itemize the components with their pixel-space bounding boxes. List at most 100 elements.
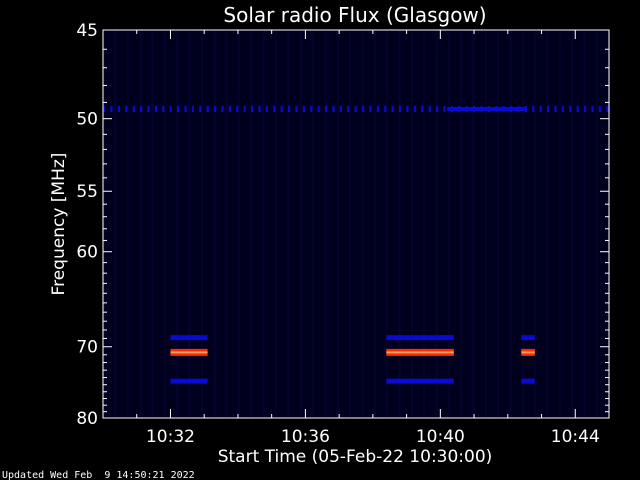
band-dot — [147, 105, 150, 112]
emission-segment-low — [170, 335, 208, 341]
background-streak — [164, 30, 166, 418]
band-dot — [310, 105, 313, 112]
band-dot — [258, 105, 261, 112]
background-streak — [522, 30, 524, 418]
band-dot — [576, 105, 579, 112]
band-dot — [251, 105, 254, 112]
background-streak — [275, 30, 277, 418]
band-dot — [369, 105, 372, 112]
band-dot — [199, 105, 202, 112]
background-streak — [472, 30, 474, 418]
x-tick-label: 10:44 — [551, 427, 600, 447]
emission-segment-low — [521, 335, 535, 341]
band-dot — [295, 105, 298, 112]
band-dot — [191, 105, 194, 112]
background-streak — [485, 30, 487, 418]
band-dot — [325, 105, 328, 112]
emission-segment-low — [521, 378, 535, 384]
band-dot — [154, 105, 157, 112]
band-dot — [569, 105, 572, 112]
band-dot — [177, 105, 180, 112]
emission-segment-peak — [386, 351, 454, 354]
band-dot — [561, 105, 564, 112]
background-streak — [411, 30, 413, 418]
band-dot — [362, 105, 365, 112]
background-streak — [127, 30, 129, 418]
background-streak — [349, 30, 351, 418]
band-dot — [391, 105, 394, 112]
band-dot — [399, 105, 402, 112]
background-streak — [312, 30, 314, 418]
band-dot — [117, 105, 120, 112]
axis-ticks — [102, 29, 610, 419]
band-dot — [547, 105, 550, 112]
band-dot — [532, 105, 535, 112]
band-dot — [302, 105, 305, 112]
band-dot — [584, 105, 587, 112]
band-dot — [125, 105, 128, 112]
background-streak — [337, 30, 339, 418]
background-streak — [139, 30, 141, 418]
background-streak — [103, 30, 105, 418]
background-streak — [559, 30, 561, 418]
x-axis-label: Start Time (05-Feb-22 10:30:00) — [218, 447, 493, 467]
y-tick-label: 55 — [76, 182, 98, 202]
background-streak — [201, 30, 203, 418]
band-dot — [265, 105, 268, 112]
band-dot — [413, 105, 416, 112]
band-dot — [354, 105, 357, 112]
band-dot — [110, 105, 113, 112]
background-streak — [300, 30, 302, 418]
band-dot — [539, 105, 542, 112]
band-dot — [169, 105, 172, 112]
background-streak — [448, 30, 450, 418]
y-tick-label: 45 — [76, 21, 98, 41]
x-tick-label: 10:36 — [281, 427, 330, 447]
updated-timestamp: Updated Wed Feb 9 14:50:21 2022 — [2, 470, 195, 480]
emission-segment-peak — [170, 351, 208, 354]
background-streak — [287, 30, 289, 418]
background-streak — [546, 30, 548, 418]
band-dot — [376, 105, 379, 112]
band-dot — [428, 105, 431, 112]
background-streak — [361, 30, 363, 418]
band-dot — [332, 105, 335, 112]
band-dot — [443, 105, 446, 112]
background-streak — [435, 30, 437, 418]
band-dot — [421, 105, 424, 112]
band-dot — [280, 105, 283, 112]
band-dot — [184, 105, 187, 112]
band-dot — [554, 105, 557, 112]
plot-area — [102, 29, 610, 419]
background-streak — [188, 30, 190, 418]
band-dot — [598, 105, 601, 112]
background-streak — [497, 30, 499, 418]
background-streak — [374, 30, 376, 418]
background-streak — [571, 30, 573, 418]
band-dot — [103, 105, 106, 112]
band-dot — [132, 105, 135, 112]
band-dot — [228, 105, 231, 112]
band-dot — [347, 105, 350, 112]
background-streak — [596, 30, 598, 418]
background-streak — [324, 30, 326, 418]
band-dot — [236, 105, 239, 112]
band-dot — [140, 105, 143, 112]
band-dot — [214, 105, 217, 112]
band-dot — [524, 105, 527, 112]
background-streak — [114, 30, 116, 418]
band-dot — [406, 105, 409, 112]
band-dot — [206, 105, 209, 112]
band-dot — [384, 105, 387, 112]
band-dot — [162, 105, 165, 112]
band-dot — [288, 105, 291, 112]
y-axis-label: Frequency [MHz] — [49, 153, 69, 296]
chart-title: Solar radio Flux (Glasgow) — [223, 3, 486, 27]
band-dot — [243, 105, 246, 112]
emission-segment-low — [386, 378, 454, 384]
background-streak — [225, 30, 227, 418]
band-dot — [317, 105, 320, 112]
background-streak — [460, 30, 462, 418]
background-streak — [423, 30, 425, 418]
